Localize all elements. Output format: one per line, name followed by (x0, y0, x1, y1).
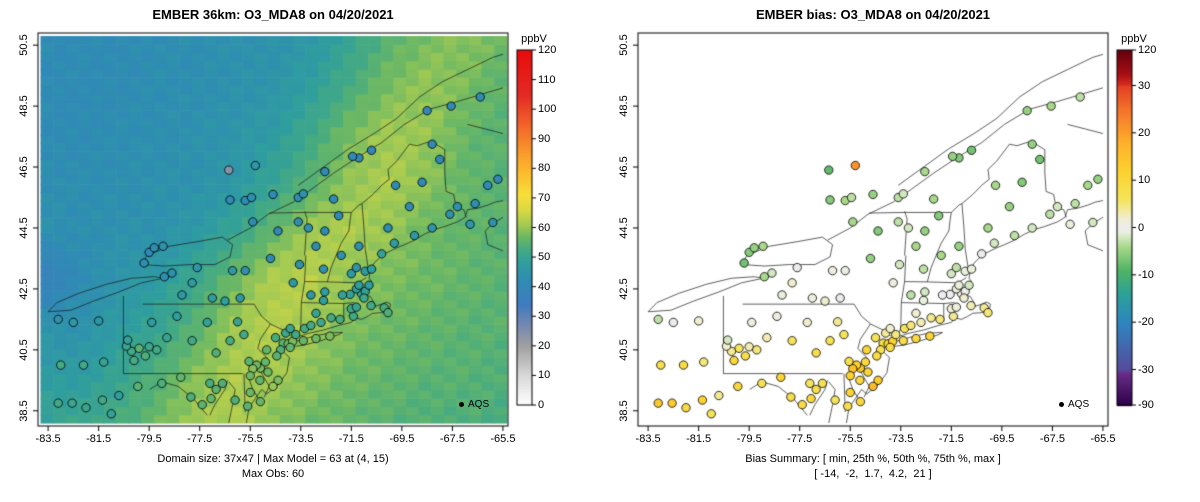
y-tick-label: 44.5 (18, 217, 30, 239)
right-caption-bias-summary: Bias Summary: [ min, 25th %, 50th %, 75t… (745, 453, 1001, 465)
colorbar-tick-label: 100 (538, 103, 557, 116)
colorbar-tick-label: 10 (1138, 174, 1151, 187)
colorbar-tick-label: 10 (538, 369, 551, 382)
x-tick-label: -77.5 (187, 433, 213, 445)
colorbar-tick-label: -30 (1138, 363, 1154, 376)
colorbar-tick-label: 20 (538, 339, 551, 352)
aqs-dot-icon (459, 402, 464, 407)
right-colorbar-unit-label: ppbV (1121, 33, 1147, 45)
x-tick-label: -67.5 (1039, 433, 1065, 445)
y-tick-label: 42.5 (618, 278, 630, 300)
y-tick-label: 50.5 (618, 34, 630, 56)
panel-left: EMBER 36km: O3_MDA8 on 04/20/2021 ppbV D… (0, 0, 600, 502)
colorbar-tick-label: -90 (1138, 399, 1154, 411)
colorbar-tick-label: 40 (538, 280, 551, 293)
left-aqs-legend: AQS (459, 399, 489, 410)
x-tick-label: -73.5 (288, 433, 314, 445)
colorbar-tick-label: 110 (538, 73, 556, 86)
x-tick-label: -73.5 (888, 433, 914, 445)
colorbar-tick-label: -20 (1138, 316, 1154, 329)
x-tick-label: -69.5 (989, 433, 1015, 445)
colorbar-tick-label: 30 (538, 310, 551, 323)
left-map-canvas (0, 0, 600, 502)
colorbar-tick-label: 120 (538, 44, 557, 56)
panel-right: EMBER bias: O3_MDA8 on 04/20/2021 ppbV B… (600, 0, 1200, 502)
aqs-legend-label: AQS (468, 399, 490, 410)
x-tick-label: -65.5 (490, 433, 516, 445)
y-tick-label: 38.5 (18, 400, 30, 422)
x-tick-label: -71.5 (338, 433, 364, 445)
y-tick-label: 38.5 (618, 400, 630, 422)
colorbar-tick-label: 30 (1138, 79, 1151, 92)
x-tick-label: -71.5 (938, 433, 964, 445)
x-tick-label: -79.5 (736, 433, 762, 445)
left-caption-maxobs: Max Obs: 60 (241, 468, 305, 480)
x-tick-label: -75.5 (237, 433, 263, 445)
colorbar-tick-label: 90 (538, 132, 551, 145)
y-tick-label: 46.5 (618, 156, 630, 178)
left-colorbar-unit-label: ppbV (521, 33, 547, 45)
colorbar-tick-label: 80 (538, 162, 551, 175)
x-tick-label: -77.5 (787, 433, 813, 445)
x-tick-label: -83.5 (635, 433, 661, 445)
y-tick-label: 48.5 (618, 95, 630, 117)
colorbar-tick-label: 0 (1138, 221, 1145, 234)
x-tick-label: -75.5 (837, 433, 863, 445)
x-tick-label: -69.5 (389, 433, 415, 445)
aqs-legend-label: AQS (1068, 399, 1090, 410)
aqs-dot-icon (1059, 402, 1064, 407)
left-caption-domain: Domain size: 37x47 | Max Model = 63 at (… (157, 453, 389, 465)
colorbar-tick-label: 50 (538, 251, 551, 264)
y-tick-label: 46.5 (18, 156, 30, 178)
colorbar-tick-label: 70 (538, 191, 551, 204)
right-map-canvas (600, 0, 1200, 502)
y-tick-label: 40.5 (18, 339, 30, 361)
x-tick-label: -81.5 (86, 433, 112, 445)
x-tick-label: -67.5 (439, 433, 465, 445)
y-tick-label: 44.5 (618, 217, 630, 239)
y-tick-label: 48.5 (18, 95, 30, 117)
y-tick-label: 50.5 (18, 34, 30, 56)
colorbar-tick-label: 20 (1138, 126, 1151, 139)
x-tick-label: -83.5 (35, 433, 61, 445)
y-tick-label: 42.5 (18, 278, 30, 300)
x-tick-label: -81.5 (686, 433, 712, 445)
colorbar-tick-label: 0 (538, 399, 545, 411)
left-title: EMBER 36km: O3_MDA8 on 04/20/2021 (152, 7, 394, 22)
right-caption-bias-values: [ -14, -2, 1.7, 4.2, 21 ] (814, 468, 932, 480)
right-title: EMBER bias: O3_MDA8 on 04/20/2021 (755, 7, 991, 22)
x-tick-label: -79.5 (136, 433, 162, 445)
colorbar-tick-label: 60 (538, 221, 551, 234)
colorbar-tick-label: -10 (1138, 268, 1154, 281)
colorbar-tick-label: 120 (1138, 44, 1157, 56)
x-tick-label: -65.5 (1090, 433, 1116, 445)
right-aqs-legend: AQS (1059, 399, 1089, 410)
y-tick-label: 40.5 (618, 339, 630, 361)
